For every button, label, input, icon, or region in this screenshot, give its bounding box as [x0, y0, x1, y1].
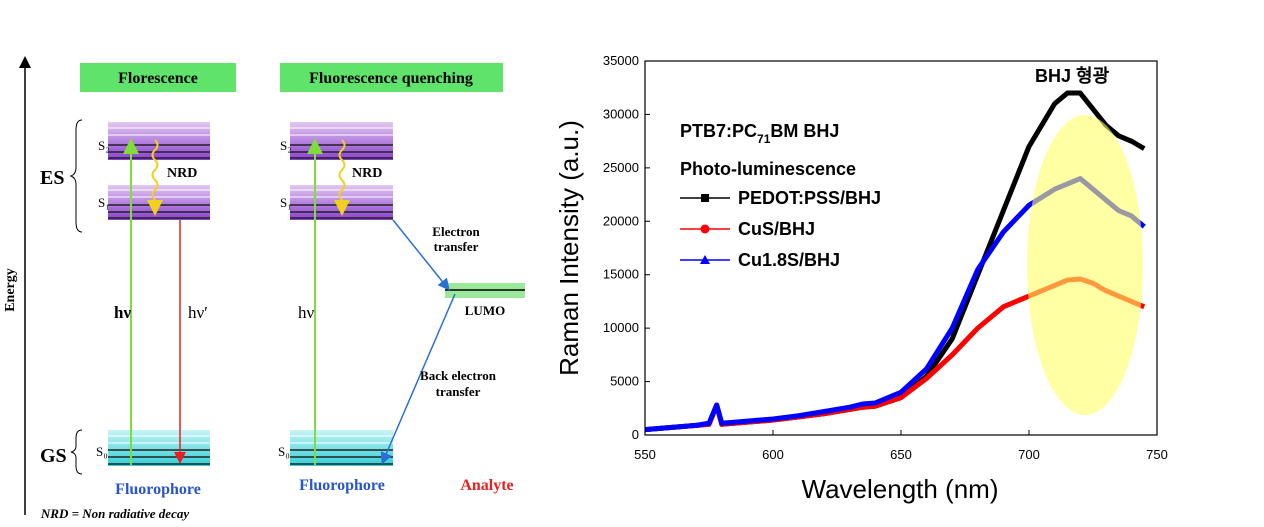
- sample-label: PTB7:PC71BM BHJ: [680, 121, 839, 146]
- panel-title: Fluorescence quenching: [309, 70, 473, 87]
- levels-left: [108, 122, 210, 466]
- brace: [70, 429, 83, 475]
- y-tick-label: 30000: [603, 106, 639, 121]
- x-tick-label: 750: [1146, 447, 1168, 462]
- legend-label: PEDOT:PSS/BHJ: [738, 188, 881, 208]
- analyte-label: Analyte: [460, 477, 513, 494]
- annotation: Photo-luminescence: [680, 159, 856, 179]
- y-tick-label: 10000: [603, 320, 639, 335]
- diagram: Energy Florescence Fluorescence quenchin…: [3, 56, 525, 521]
- level-label: S₀: [278, 444, 290, 459]
- transfer-label: Electron: [432, 224, 480, 239]
- back-transfer-label: Back electron: [420, 368, 497, 383]
- panel-title: Florescence: [118, 70, 198, 87]
- level-label: S₀: [96, 444, 108, 459]
- title-box: [280, 63, 503, 92]
- footnote: NRD = Non radiative decay: [40, 506, 189, 521]
- level-label: S₂: [280, 138, 292, 153]
- plot-frame: [644, 60, 1158, 436]
- chart: Wavelength (nm) Raman Intensity (a.u.) P…: [554, 53, 1168, 504]
- energy-label: Energy: [3, 268, 18, 312]
- y-tick-label: 5000: [610, 374, 639, 389]
- brace: [69, 119, 83, 233]
- nrd-label: NRD: [352, 166, 382, 181]
- back-transfer-label: transfer: [436, 384, 481, 399]
- x-axis-label: Wavelength (nm): [802, 474, 999, 504]
- annotation: BHJ 형광: [1035, 66, 1110, 86]
- x-tick-label: 600: [762, 447, 784, 462]
- emission-label: hν′: [188, 303, 208, 322]
- legend-marker: [700, 224, 710, 234]
- transfer-label: transfer: [434, 239, 479, 254]
- nrd-label: NRD: [167, 166, 197, 181]
- absorption-label: hν: [298, 303, 315, 322]
- y-tick-label: 20000: [603, 213, 639, 228]
- y-tick-label: 25000: [603, 160, 639, 175]
- y-tick-label: 35000: [603, 53, 639, 68]
- fluorophore-label: Fluorophore: [115, 481, 201, 498]
- lumo-label: LUMO: [465, 303, 505, 318]
- title-box: [80, 63, 236, 92]
- legend-label: CuS/BHJ: [738, 219, 815, 239]
- y-tick-label: 0: [632, 427, 639, 442]
- legend-label: Cu1.8S/BHJ: [738, 250, 840, 270]
- highlight: [1027, 115, 1143, 415]
- es-label: ES: [40, 167, 64, 189]
- level-label: S₁: [98, 195, 110, 210]
- fluorophore-label: Fluorophore: [299, 477, 385, 494]
- x-tick-label: 550: [634, 447, 656, 462]
- absorption-label: hν: [114, 303, 131, 322]
- y-axis-label: Raman Intensity (a.u.): [554, 120, 584, 376]
- levels-right: [290, 122, 525, 466]
- y-tick-label: 15000: [603, 267, 639, 282]
- gs-label: GS: [40, 445, 67, 467]
- legend-marker: [700, 255, 710, 264]
- level-label: S₁: [280, 195, 292, 210]
- legend-marker: [701, 194, 709, 202]
- x-tick-label: 650: [890, 447, 912, 462]
- level-label: S₂: [98, 138, 110, 153]
- x-tick-label: 700: [1018, 447, 1040, 462]
